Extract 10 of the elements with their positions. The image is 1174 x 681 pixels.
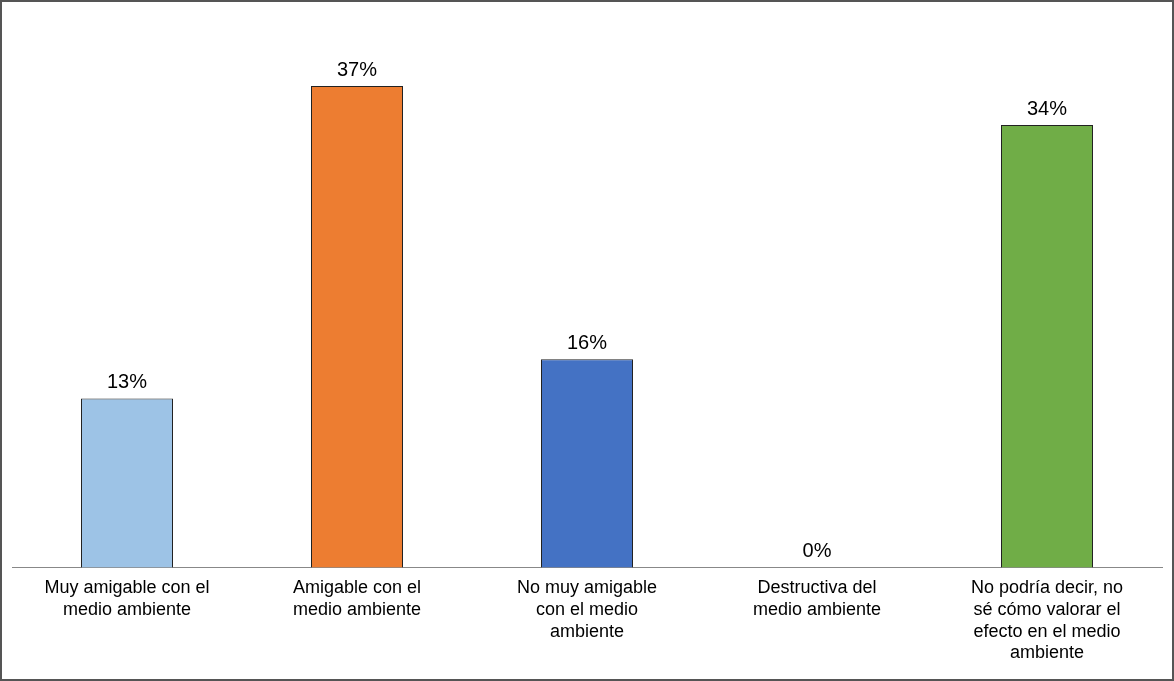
x-tick-label: Amigable con el medio ambiente (292, 577, 422, 619)
x-tick-label: Destructiva del medio ambiente (752, 577, 882, 619)
data-label: 13% (106, 369, 148, 392)
x-tick-label: Muy amigable con el medio ambiente (44, 577, 210, 619)
data-label: 37% (336, 57, 378, 80)
data-label: 16% (566, 330, 608, 353)
data-label: 0% (802, 539, 832, 562)
x-tick-label: No podría decir, no sé cómo valorar el efecto en el medio ambiente (970, 577, 1124, 663)
data-label: 34% (1026, 96, 1068, 119)
x-tick-label: No muy amigable con el medio ambiente (516, 577, 658, 641)
